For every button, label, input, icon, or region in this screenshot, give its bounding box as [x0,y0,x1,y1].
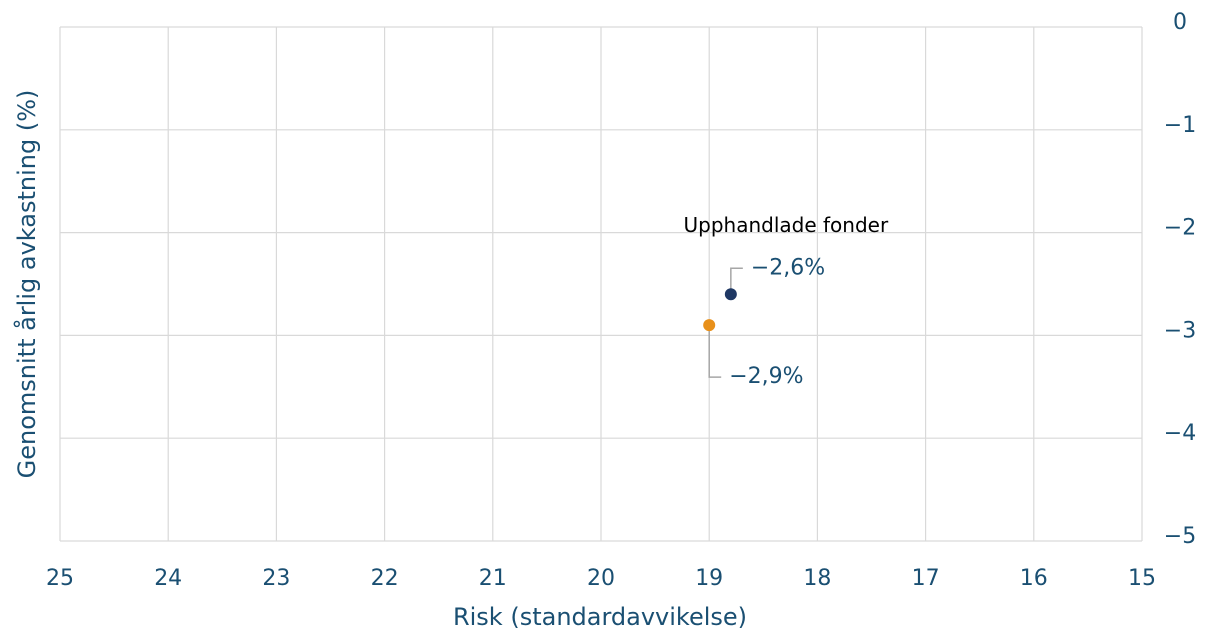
point [724,288,737,301]
x-tick-label: 21 [479,566,507,591]
y-tick-label: −2 [1164,216,1196,241]
y-tick-label: −5 [1164,524,1196,549]
x-tick-label: 19 [695,566,723,591]
leader-line [730,267,743,295]
y-tick-label: −1 [1164,113,1196,138]
x-tick-label: 23 [262,566,290,591]
x-tick-label: 25 [46,566,74,591]
x-tick-label: 20 [587,566,615,591]
x-tick-label: 24 [154,566,182,591]
point [703,319,716,332]
x-tick-label: 18 [803,566,831,591]
annotation: Upphandlade fonder [683,213,888,237]
x-tick-label: 17 [912,566,940,591]
y-axis-title: Genomsnitt årlig avkastning (%) [12,90,41,479]
y-tick-label: −3 [1164,318,1196,343]
x-tick-label: 16 [1020,566,1048,591]
data-label: −2,9% [729,364,803,389]
x-tick-label: 22 [371,566,399,591]
x-tick-label: 15 [1128,566,1156,591]
y-tick-label: −4 [1164,421,1196,446]
y-tick-label: 0 [1173,10,1187,35]
x-axis-title: Risk (standardavvikelse) [453,603,747,631]
leader-line [708,325,722,378]
data-label: −2,6% [751,255,825,280]
